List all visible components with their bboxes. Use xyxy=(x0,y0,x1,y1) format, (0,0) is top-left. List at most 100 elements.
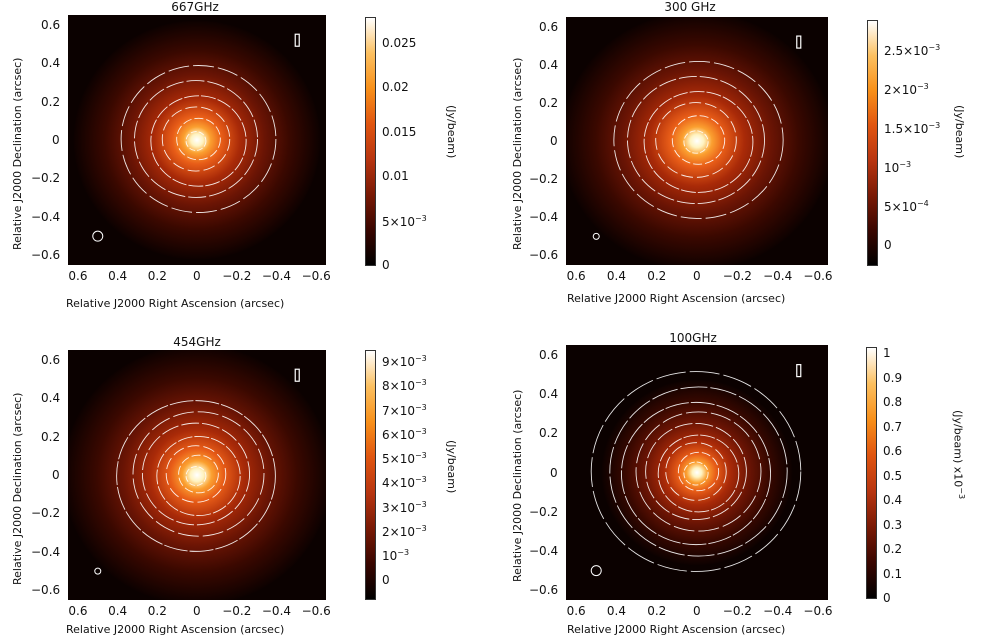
beam-ellipse xyxy=(94,567,102,575)
x-tick-label: −0.6 xyxy=(301,604,331,618)
panel-title: 100GHz xyxy=(669,331,717,345)
colorbar-tick-label: 2.5×10−3 xyxy=(884,43,941,59)
x-tick-label: −0.4 xyxy=(763,604,793,618)
panel-title: 454GHz xyxy=(173,335,221,349)
emission-glow xyxy=(73,20,321,260)
contour-ring xyxy=(671,115,726,165)
colorbar-tick-label: 2×10−3 xyxy=(884,82,929,98)
contour-ring xyxy=(156,435,241,517)
contour-ring xyxy=(677,451,720,492)
contour-ring xyxy=(665,442,727,501)
y-tick-label: 0.4 xyxy=(539,57,559,72)
x-tick-label: 0 xyxy=(193,269,201,283)
panel-title: 667GHz xyxy=(171,0,219,14)
contour-ring xyxy=(141,422,251,526)
y-tick-label: −0.4 xyxy=(31,209,61,224)
x-axis-label: Relative J2000 Right Ascension (arcsec) xyxy=(567,623,786,636)
y-tick-label: 0.4 xyxy=(41,56,61,71)
x-tick-label: −0.2 xyxy=(222,604,252,618)
y-tick-label: 0.6 xyxy=(41,17,61,32)
y-tick-label: −0.4 xyxy=(529,210,559,225)
y-tick-label: 0.2 xyxy=(41,94,61,109)
heatmap-svg xyxy=(68,15,326,265)
x-tick-label: −0.2 xyxy=(222,269,252,283)
colorbar xyxy=(365,17,376,266)
colorbar-tick-label: 0.02 xyxy=(382,80,409,95)
contour-ring xyxy=(150,95,247,187)
y-tick-label: −0.6 xyxy=(529,248,559,263)
x-tick-label: 0 xyxy=(193,604,201,618)
contour-ring xyxy=(134,80,258,198)
colorbar-label: (Jy/beam) x10−3 xyxy=(951,410,966,500)
colorbar-tick-label: 0.6 xyxy=(883,444,903,459)
colorbar-tick-label: 0.01 xyxy=(382,169,409,184)
colorbar-tick-label: 0.3 xyxy=(883,517,903,532)
contour-ring xyxy=(683,130,709,154)
contour-ring xyxy=(645,422,747,521)
colorbar-label: (Jy/beam) xyxy=(445,440,458,494)
heatmap-svg xyxy=(68,350,326,600)
scale-marker xyxy=(796,35,802,49)
scale-marker xyxy=(294,368,300,382)
colorbar-tick-label: 6×10−3 xyxy=(382,426,427,442)
x-axis-label: Relative J2000 Right Ascension (arcsec) xyxy=(66,623,285,636)
contour-ring xyxy=(178,454,219,494)
y-tick-label: 0.6 xyxy=(539,347,559,362)
colorbar-tick-label: 0.025 xyxy=(382,35,417,50)
colorbar-tick-label: 0 xyxy=(884,238,892,253)
colorbar-tick-label: 10−3 xyxy=(382,548,410,564)
colorbar-tick-label: 0.2 xyxy=(883,542,903,557)
x-tick-label: −0.4 xyxy=(763,269,793,283)
colorbar-tick-label: 4×10−3 xyxy=(382,475,427,491)
panel-title: 300 GHz xyxy=(664,0,716,14)
contour-ring xyxy=(116,400,276,552)
x-axis-label: Relative J2000 Right Ascension (arcsec) xyxy=(66,297,285,310)
x-tick-label: −0.6 xyxy=(301,269,331,283)
x-tick-label: −0.4 xyxy=(261,604,292,618)
contour-ring xyxy=(161,106,231,172)
x-tick-label: 0.4 xyxy=(108,604,128,618)
x-tick-label: 0.6 xyxy=(68,604,88,618)
y-tick-label: 0.6 xyxy=(539,19,559,34)
colorbar-tick-label: 0.9 xyxy=(883,370,903,385)
x-tick-label: 0.6 xyxy=(566,604,586,618)
colorbar-tick-label: 0.1 xyxy=(883,566,903,581)
x-tick-label: 0.2 xyxy=(647,269,667,283)
y-tick-label: 0 xyxy=(52,133,60,147)
contour-ring xyxy=(176,117,221,161)
x-tick-label: 0.6 xyxy=(68,269,88,283)
y-axis-label: Relative J2000 Declination (arcsec) xyxy=(11,57,24,250)
y-tick-label: 0.4 xyxy=(539,387,559,402)
x-tick-label: −0.6 xyxy=(803,269,833,283)
contour-ring xyxy=(613,61,784,219)
emission-glow xyxy=(566,17,828,265)
colorbar-label: (Jy/beam) xyxy=(953,105,966,159)
contour-ring xyxy=(655,102,737,178)
x-tick-label: 0 xyxy=(693,269,701,283)
y-tick-label: 0.2 xyxy=(41,429,61,444)
heatmap-svg xyxy=(566,17,828,265)
colorbar-tick-label: 0.8 xyxy=(883,395,903,410)
scale-marker xyxy=(294,33,300,47)
x-tick-label: 0.4 xyxy=(606,269,626,283)
colorbar xyxy=(866,347,877,599)
y-tick-label: 0.2 xyxy=(539,95,559,110)
contour-ring xyxy=(590,371,802,572)
heatmap-plot xyxy=(566,345,828,600)
contour-ring xyxy=(635,411,762,532)
x-tick-label: 0.2 xyxy=(147,604,167,618)
y-tick-label: 0 xyxy=(550,134,558,148)
heatmap-plot xyxy=(68,350,326,600)
emission-glow xyxy=(601,379,793,566)
y-tick-label: −0.2 xyxy=(31,506,61,521)
colorbar-tick-label: 1 xyxy=(883,346,891,361)
y-tick-label: −0.4 xyxy=(529,543,559,558)
colorbar-tick-label: 5×10−3 xyxy=(382,451,427,467)
colorbar-tick-label: 0.5 xyxy=(883,468,903,483)
beam-ellipse xyxy=(592,232,600,240)
y-tick-label: 0 xyxy=(550,465,558,480)
colorbar-tick-label: 9×10−3 xyxy=(382,354,427,370)
colorbar xyxy=(365,350,376,600)
beam-ellipse xyxy=(92,230,104,242)
colorbar-tick-label: 0 xyxy=(883,591,891,605)
